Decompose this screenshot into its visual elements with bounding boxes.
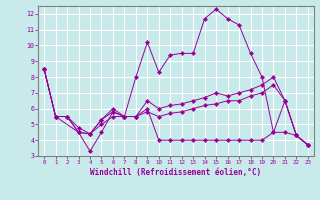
X-axis label: Windchill (Refroidissement éolien,°C): Windchill (Refroidissement éolien,°C)	[91, 168, 261, 177]
